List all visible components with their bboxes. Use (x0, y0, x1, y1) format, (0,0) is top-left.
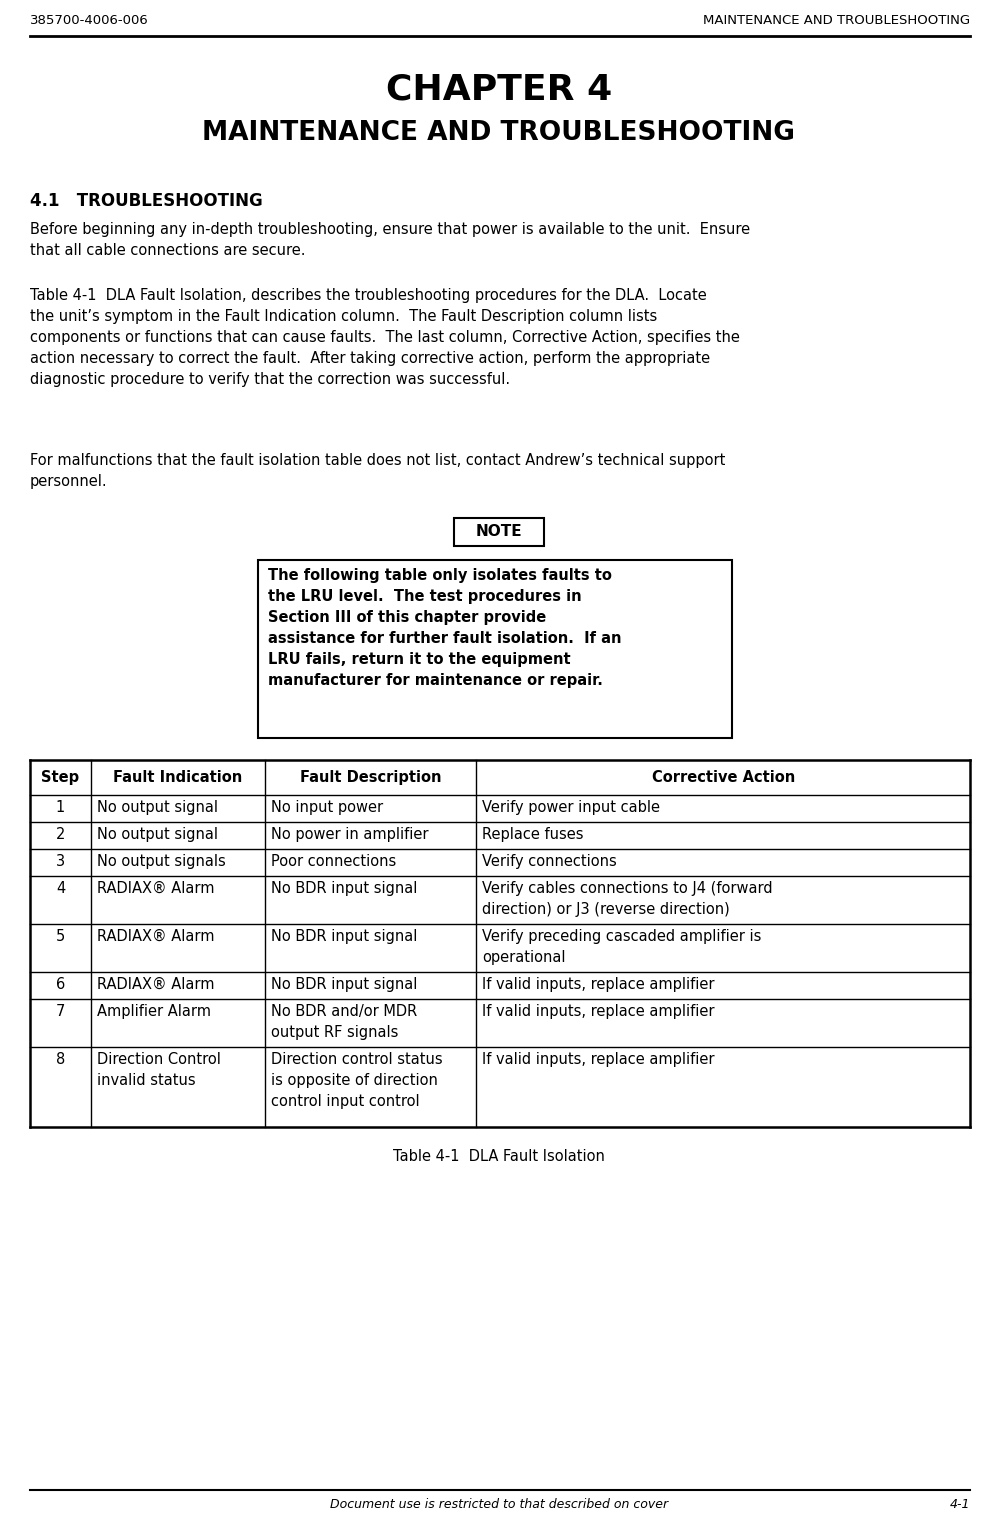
Text: 6: 6 (56, 977, 65, 992)
Text: 5: 5 (56, 929, 65, 944)
Text: Direction Control
invalid status: Direction Control invalid status (97, 1052, 221, 1088)
Text: Corrective Action: Corrective Action (652, 770, 794, 785)
Text: MAINTENANCE AND TROUBLESHOOTING: MAINTENANCE AND TROUBLESHOOTING (703, 14, 970, 28)
Text: 2: 2 (56, 826, 65, 842)
Text: No BDR input signal: No BDR input signal (271, 929, 417, 944)
Text: 7: 7 (56, 1004, 65, 1019)
Text: Verify power input cable: Verify power input cable (482, 800, 661, 816)
Text: No input power: No input power (271, 800, 383, 816)
Text: No BDR input signal: No BDR input signal (271, 881, 417, 895)
Text: Fault Indication: Fault Indication (114, 770, 243, 785)
Bar (454, 518, 544, 546)
Text: CHAPTER 4: CHAPTER 4 (386, 72, 612, 106)
Text: No BDR input signal: No BDR input signal (271, 977, 417, 992)
Text: RADIAX® Alarm: RADIAX® Alarm (97, 977, 215, 992)
Text: No output signal: No output signal (97, 826, 219, 842)
Text: 3: 3 (56, 854, 65, 869)
Text: NOTE: NOTE (476, 524, 522, 540)
Text: RADIAX® Alarm: RADIAX® Alarm (97, 929, 215, 944)
Text: Amplifier Alarm: Amplifier Alarm (97, 1004, 212, 1019)
Text: 8: 8 (56, 1052, 65, 1067)
Text: For malfunctions that the fault isolation table does not list, contact Andrew’s : For malfunctions that the fault isolatio… (30, 452, 726, 489)
Text: If valid inputs, replace amplifier: If valid inputs, replace amplifier (482, 1004, 715, 1019)
Text: 4-1: 4-1 (949, 1498, 970, 1512)
Text: If valid inputs, replace amplifier: If valid inputs, replace amplifier (482, 1052, 715, 1067)
Text: Step: Step (42, 770, 80, 785)
Text: No output signals: No output signals (97, 854, 226, 869)
Text: No output signal: No output signal (97, 800, 219, 816)
Text: Verify cables connections to J4 (forward
direction) or J3 (reverse direction): Verify cables connections to J4 (forward… (482, 881, 773, 917)
Text: Verify connections: Verify connections (482, 854, 617, 869)
Text: 4: 4 (56, 881, 65, 895)
Text: Verify preceding cascaded amplifier is
operational: Verify preceding cascaded amplifier is o… (482, 929, 761, 964)
Text: Fault Description: Fault Description (300, 770, 441, 785)
Text: Direction control status
is opposite of direction
control input control: Direction control status is opposite of … (271, 1052, 443, 1108)
Text: No power in amplifier: No power in amplifier (271, 826, 428, 842)
Text: Document use is restricted to that described on cover: Document use is restricted to that descr… (330, 1498, 668, 1512)
Bar (258, 560, 732, 737)
Text: MAINTENANCE AND TROUBLESHOOTING: MAINTENANCE AND TROUBLESHOOTING (203, 120, 795, 146)
Text: The following table only isolates faults to
the LRU level.  The test procedures : The following table only isolates faults… (268, 569, 622, 688)
Text: 1: 1 (56, 800, 65, 816)
Text: 385700-4006-006: 385700-4006-006 (30, 14, 149, 28)
Text: 4.1   TROUBLESHOOTING: 4.1 TROUBLESHOOTING (30, 192, 262, 210)
Text: Replace fuses: Replace fuses (482, 826, 584, 842)
Text: RADIAX® Alarm: RADIAX® Alarm (97, 881, 215, 895)
Text: Before beginning any in-depth troubleshooting, ensure that power is available to: Before beginning any in-depth troublesho… (30, 222, 750, 258)
Text: Table 4-1  DLA Fault Isolation: Table 4-1 DLA Fault Isolation (393, 1150, 605, 1164)
Text: If valid inputs, replace amplifier: If valid inputs, replace amplifier (482, 977, 715, 992)
Text: No BDR and/or MDR
output RF signals: No BDR and/or MDR output RF signals (271, 1004, 417, 1039)
Text: Poor connections: Poor connections (271, 854, 396, 869)
Text: Table 4-1  DLA Fault Isolation, describes the troubleshooting procedures for the: Table 4-1 DLA Fault Isolation, describes… (30, 288, 740, 386)
